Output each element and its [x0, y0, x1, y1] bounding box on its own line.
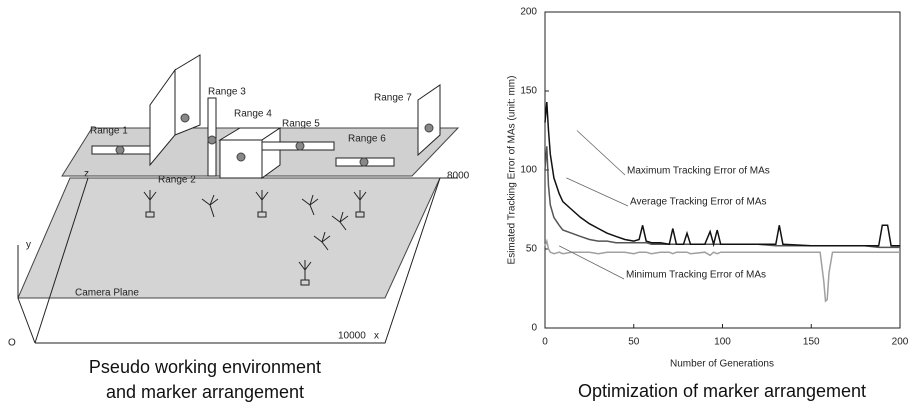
- axis-label: O: [8, 338, 16, 349]
- range-label: Range 2: [158, 175, 196, 186]
- x-tick-label: 100: [714, 337, 731, 348]
- annotation-leader: [566, 177, 629, 207]
- series-annotation: Minimum Tracking Error of MAs: [626, 270, 766, 281]
- axis-label: z: [84, 169, 89, 180]
- axis-label: x: [374, 331, 379, 342]
- y-tick-label: 0: [531, 323, 537, 334]
- diagram-labels: Range 1 Range 2 Range 3 Range 4 Range 5 …: [8, 87, 470, 402]
- y-tick-label: 200: [520, 7, 537, 18]
- environment-diagram: [17, 54, 460, 344]
- y-tick-label: 150: [520, 86, 537, 97]
- range-label: Range 1: [90, 126, 128, 137]
- x-tick-label: 150: [803, 337, 820, 348]
- axis-label: y: [26, 240, 31, 251]
- x-tick-label: 50: [628, 337, 640, 348]
- caption: Optimization of marker arrangement: [578, 381, 866, 401]
- dimension-label: 10000: [338, 331, 366, 342]
- annotation-leader: [576, 130, 626, 176]
- range-label: Range 3: [208, 87, 246, 98]
- y-tick-label: 100: [520, 165, 537, 176]
- x-tick-label: 0: [542, 337, 548, 348]
- series-annotation: Maximum Tracking Error of MAs: [627, 166, 770, 177]
- annotation-leader: [559, 245, 625, 280]
- plane-label: Camera Plane: [75, 288, 139, 299]
- series-annotation: Average Tracking Error of MAs: [630, 197, 767, 208]
- caption: and marker arrangement: [106, 382, 304, 402]
- range-label: Range 5: [282, 119, 320, 130]
- range-label: Range 7: [374, 93, 412, 104]
- caption: Pseudo working environment: [89, 357, 321, 377]
- range-label: Range 6: [348, 134, 386, 145]
- range-label: Range 4: [234, 109, 272, 120]
- x-axis-title: Number of Generations: [670, 359, 774, 370]
- x-tick-label: 200: [892, 337, 909, 348]
- dimension-label: 8000: [447, 171, 470, 182]
- series-line: [544, 102, 900, 248]
- series-line: [544, 238, 900, 303]
- y-axis-title: Esimated Tracking Error of MAs (unit: mm…: [507, 76, 518, 265]
- y-tick-label: 50: [526, 244, 538, 255]
